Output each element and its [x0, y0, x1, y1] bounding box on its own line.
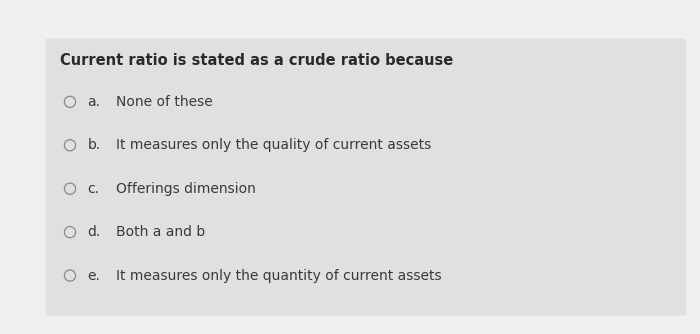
- Text: b.: b.: [88, 138, 101, 152]
- Text: a.: a.: [88, 95, 101, 109]
- Text: d.: d.: [88, 225, 101, 239]
- Text: None of these: None of these: [116, 95, 212, 109]
- Text: Both a and b: Both a and b: [116, 225, 204, 239]
- Text: It measures only the quality of current assets: It measures only the quality of current …: [116, 138, 430, 152]
- Text: It measures only the quantity of current assets: It measures only the quantity of current…: [116, 269, 441, 283]
- Text: Offerings dimension: Offerings dimension: [116, 182, 256, 196]
- Text: Current ratio is stated as a crude ratio because: Current ratio is stated as a crude ratio…: [60, 53, 453, 68]
- Text: e.: e.: [88, 269, 100, 283]
- FancyBboxPatch shape: [46, 38, 686, 316]
- Text: c.: c.: [88, 182, 99, 196]
